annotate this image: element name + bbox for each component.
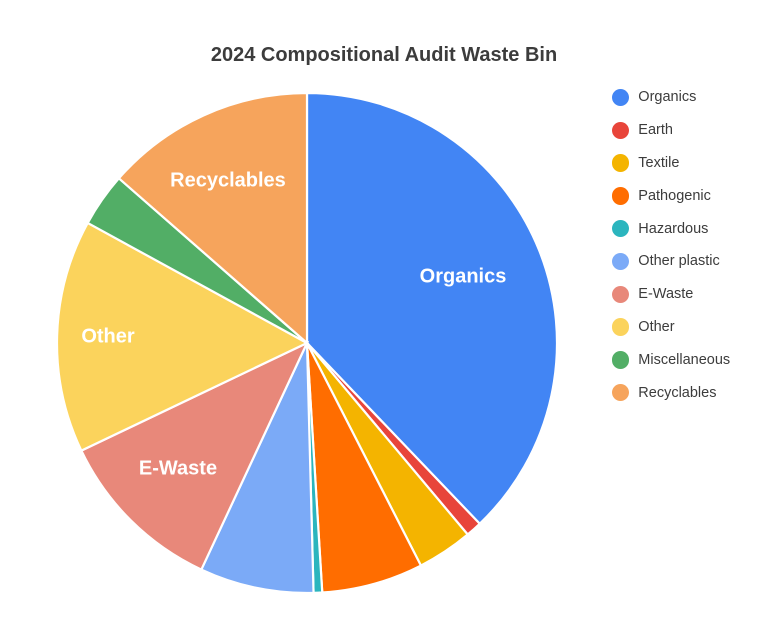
svg-text:Organics: Organics [420,265,507,287]
svg-text:Recyclables: Recyclables [170,169,286,191]
svg-text:E-Waste: E-Waste [139,457,217,479]
svg-text:Other: Other [81,325,135,347]
